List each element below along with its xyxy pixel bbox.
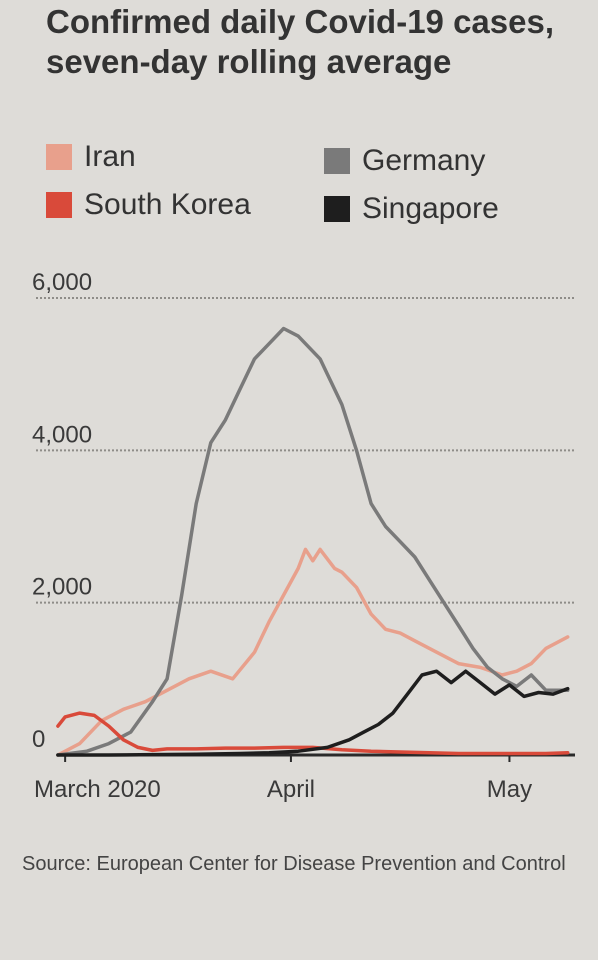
x-tick-label-2: May — [487, 776, 532, 803]
legend-swatch-iran — [46, 144, 72, 170]
legend-item-iran: Iran — [46, 140, 136, 174]
y-tick-label-0: 0 — [32, 726, 45, 753]
legend-swatch-singapore — [324, 196, 350, 222]
legend-item-south-korea: South Korea — [46, 188, 251, 222]
series-line-iran — [56, 547, 570, 757]
x-tick-label-0: March 2020 — [34, 776, 161, 803]
legend-item-germany: Germany — [324, 144, 485, 178]
y-tick-label-2000: 2,000 — [32, 574, 92, 601]
series-line-singapore — [56, 669, 570, 757]
legend-swatch-germany — [324, 148, 350, 174]
legend-label-iran: Iran — [84, 140, 136, 173]
legend-swatch-south-korea — [46, 192, 72, 218]
chart-title: Confirmed daily Covid-19 cases, seven-da… — [46, 3, 555, 80]
y-axis-labels: 0 2,000 4,000 6,000 — [32, 269, 92, 753]
series-line-south-korea — [56, 711, 570, 756]
y-tick-label-4000: 4,000 — [32, 421, 92, 448]
series-line-germany — [56, 326, 570, 757]
line-chart: 0 2,000 4,000 6,000 March 2020 April May — [32, 269, 575, 803]
legend-label-south-korea: South Korea — [84, 188, 251, 221]
legend-label-germany: Germany — [362, 144, 486, 177]
x-tick-label-1: April — [267, 776, 315, 803]
chart-grid — [36, 297, 575, 604]
x-axis: March 2020 April May — [34, 753, 575, 803]
chart-legend: Iran Germany South Korea Singapore — [46, 140, 566, 240]
chart-source: Source: European Center for Disease Prev… — [22, 853, 566, 875]
legend-label-singapore: Singapore — [362, 192, 499, 225]
y-tick-label-6000: 6,000 — [32, 269, 92, 296]
legend-item-singapore: Singapore — [324, 192, 499, 226]
chart-series — [56, 326, 570, 757]
